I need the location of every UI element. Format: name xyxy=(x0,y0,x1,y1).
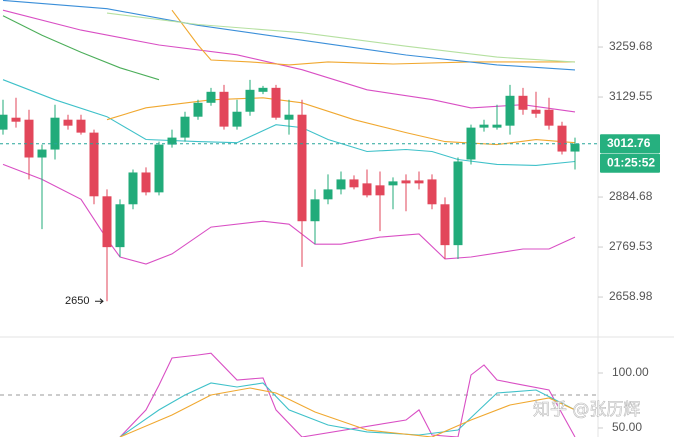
candle-body xyxy=(388,181,398,186)
candle-body xyxy=(206,91,216,103)
candle-body xyxy=(37,149,47,158)
candle-body xyxy=(258,87,268,92)
candle-body xyxy=(492,124,502,128)
price-panel xyxy=(0,0,598,302)
indicator-line xyxy=(119,387,576,437)
candle-body xyxy=(11,117,21,122)
countdown-tag xyxy=(600,153,660,173)
candle-body xyxy=(0,114,8,130)
candle-body xyxy=(349,179,359,188)
candle-body xyxy=(453,161,463,246)
indicator-line xyxy=(2,0,576,71)
y-tick-label: 2658.98 xyxy=(609,289,653,303)
candle-body xyxy=(219,91,229,127)
candle-body xyxy=(141,172,151,193)
candle-body xyxy=(102,196,112,248)
candle-body xyxy=(50,117,60,150)
candle-body xyxy=(128,172,138,205)
countdown-label: 01:25:52 xyxy=(607,155,655,169)
indicator-line xyxy=(2,79,576,166)
candle-body xyxy=(115,204,125,248)
candle-body xyxy=(440,204,450,246)
candle-body xyxy=(427,179,437,205)
candle-body xyxy=(336,179,346,190)
candle-body xyxy=(362,183,372,196)
candle-body xyxy=(505,95,515,126)
candle-body xyxy=(479,124,489,128)
candle-body xyxy=(284,114,294,120)
candle-body xyxy=(570,143,580,152)
watermark: 知乎 @张历辉 xyxy=(533,400,640,420)
candle-body xyxy=(310,199,320,222)
candle-body xyxy=(518,95,528,110)
candle-body xyxy=(193,102,203,117)
y-tick-label: 3259.68 xyxy=(609,39,653,53)
candle-body xyxy=(154,144,164,193)
candle-body xyxy=(245,89,255,112)
y-tick-label: 3129.55 xyxy=(609,89,653,103)
candle-body xyxy=(401,180,411,184)
candle-body xyxy=(271,87,281,118)
min-marker-label: 2650 xyxy=(65,295,89,307)
indicator-line xyxy=(106,12,576,63)
indicator-line xyxy=(171,9,575,66)
candle-body xyxy=(375,185,385,196)
oscillator-panel xyxy=(0,352,598,437)
y-tick-label: 2769.53 xyxy=(609,239,653,253)
indicator-line xyxy=(2,15,160,81)
candle-body xyxy=(531,109,541,114)
candle-body xyxy=(89,132,99,197)
labels: 2658.98 2769.53 2884.68 3129.55 3259.68 3012.… xyxy=(65,39,660,434)
candle-body xyxy=(414,180,424,184)
candle-body xyxy=(76,119,86,133)
min-marker-arrow xyxy=(95,298,104,305)
y-tick-label: 50.00 xyxy=(612,420,642,434)
indicator-line xyxy=(119,382,576,437)
candle-body xyxy=(323,189,333,200)
candle-body xyxy=(557,125,567,152)
y-tick-label: 2884.68 xyxy=(609,189,653,203)
price-tag-label: 3012.76 xyxy=(607,136,651,150)
indicator-line xyxy=(119,352,576,437)
candle-body xyxy=(180,116,190,138)
candle-body xyxy=(24,119,34,158)
candle-body xyxy=(232,111,242,127)
candle-body xyxy=(63,119,73,126)
price-tag xyxy=(600,134,660,154)
candle-body xyxy=(297,114,307,222)
y-tick-label: 100.00 xyxy=(612,365,649,379)
candle-body xyxy=(167,137,177,145)
indicator-line xyxy=(106,97,576,146)
candle-body xyxy=(544,109,554,126)
